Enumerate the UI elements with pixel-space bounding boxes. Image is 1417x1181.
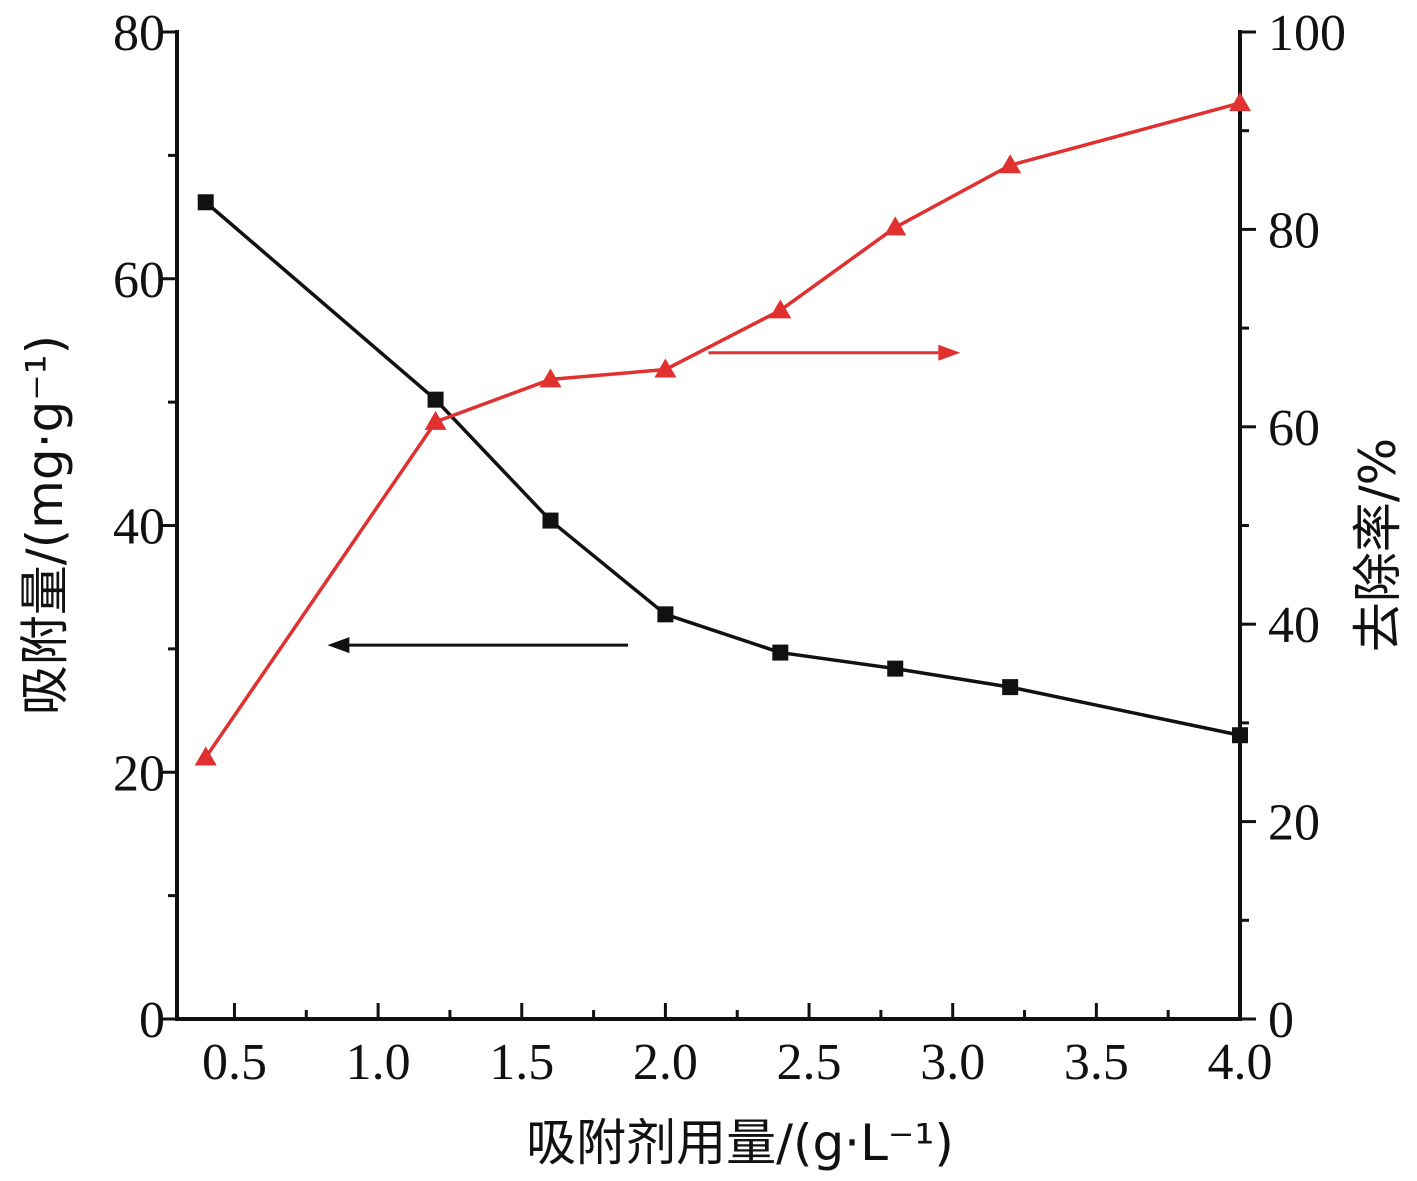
data-point-square bbox=[427, 391, 444, 408]
data-point-triangle bbox=[769, 299, 792, 319]
right-y-tick-label: 40 bbox=[1268, 597, 1320, 654]
data-point-square bbox=[197, 194, 214, 211]
x-tick-label: 1.0 bbox=[346, 1034, 411, 1091]
data-point-triangle bbox=[654, 358, 677, 378]
left-y-tick-label: 40 bbox=[113, 499, 165, 556]
data-point-triangle bbox=[884, 216, 907, 236]
right-y-tick-label: 60 bbox=[1268, 400, 1320, 457]
data-point-square bbox=[772, 644, 789, 661]
data-point-triangle bbox=[424, 410, 447, 430]
annotation-layer bbox=[327, 344, 961, 654]
series-line-0 bbox=[204, 200, 1241, 737]
left-y-axis-title: 吸附量/(mg·g⁻¹) bbox=[16, 335, 74, 715]
data-point-square bbox=[887, 660, 904, 677]
x-tick-label: 3.0 bbox=[920, 1034, 985, 1091]
x-tick-label: 2.0 bbox=[633, 1034, 698, 1091]
right-y-axis-title: 去除率/% bbox=[1349, 438, 1407, 652]
left-y-tick-label: 20 bbox=[113, 745, 165, 802]
right-y-tick-label: 0 bbox=[1268, 992, 1294, 1049]
right-y-tick-label: 100 bbox=[1268, 5, 1346, 62]
right-y-tick-label: 20 bbox=[1268, 795, 1320, 852]
data-point-square bbox=[1002, 679, 1019, 696]
x-tick-label: 2.5 bbox=[777, 1034, 842, 1091]
series-line-1 bbox=[204, 101, 1241, 759]
left-y-tick-label: 80 bbox=[113, 5, 165, 62]
data-point-square bbox=[657, 606, 674, 623]
x-tick-label: 1.5 bbox=[489, 1034, 554, 1091]
left-axis-indicator-arrow-head bbox=[327, 637, 350, 654]
data-point-triangle bbox=[1229, 92, 1251, 112]
data-point-square bbox=[1232, 727, 1248, 744]
right-y-tick-label: 80 bbox=[1268, 202, 1320, 259]
x-tick-label: 0.5 bbox=[202, 1034, 267, 1091]
right-axis-indicator-arrow-head bbox=[938, 344, 961, 361]
left-y-tick-label: 0 bbox=[139, 992, 165, 1049]
data-point-triangle bbox=[999, 154, 1022, 174]
left-y-tick-label: 60 bbox=[113, 252, 165, 309]
data-point-triangle bbox=[539, 368, 562, 388]
x-tick-label: 3.5 bbox=[1064, 1034, 1129, 1091]
data-point-square bbox=[542, 512, 559, 529]
x-axis-title: 吸附剂用量/(g·L⁻¹) bbox=[526, 1114, 954, 1172]
label-layer: 吸附剂用量/(g·L⁻¹) 吸附量/(mg·g⁻¹) 去除率/% bbox=[16, 335, 1407, 1172]
axes-layer: 0 20 40 60 80 0 20 40 60 80 100 0.5 1.0 1.5 2.0 2.5 3.0 3… bbox=[113, 5, 1346, 1091]
data-point-triangle bbox=[194, 746, 217, 766]
x-tick-label: 4.0 bbox=[1208, 1034, 1273, 1091]
series-layer bbox=[194, 92, 1251, 766]
